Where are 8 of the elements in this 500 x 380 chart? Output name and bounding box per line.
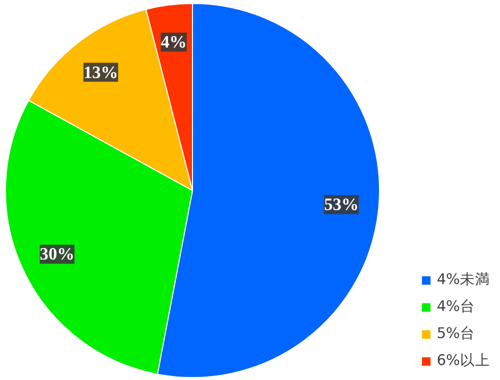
legend-label: 6%以上: [436, 351, 490, 370]
data-label: 30%: [40, 244, 74, 264]
data-label: 4%: [160, 32, 187, 52]
legend-label: 5%台: [436, 324, 475, 343]
data-label: 13%: [83, 62, 118, 82]
legend-label: 4%未満: [436, 270, 490, 289]
data-label: 53%: [324, 195, 359, 214]
legend-label: 4%台: [436, 297, 475, 316]
